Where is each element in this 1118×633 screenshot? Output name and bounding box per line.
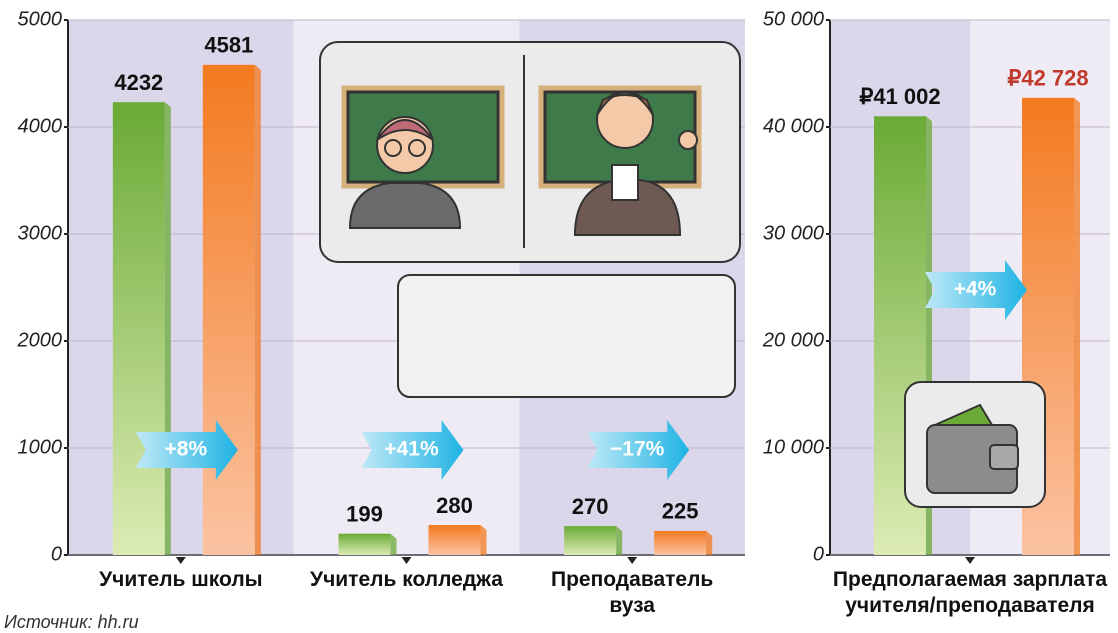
bar-side — [255, 65, 261, 555]
y-tick-label: 1000 — [18, 436, 63, 458]
change-label: +41% — [384, 438, 439, 461]
bar-side — [1074, 98, 1080, 555]
y-tick-label: 20 000 — [762, 329, 824, 351]
y-tick-label: 5000 — [18, 8, 63, 30]
source: Источник: hh.ru — [4, 612, 139, 633]
data-label: 199 — [346, 502, 383, 527]
legend-box — [398, 275, 735, 397]
bar — [339, 534, 391, 555]
data-label: 4232 — [114, 70, 163, 95]
bar — [203, 65, 255, 555]
data-label: ₽41 002 — [859, 84, 940, 109]
bar — [564, 526, 616, 555]
bar-side — [165, 102, 171, 555]
data-label: 4581 — [204, 33, 253, 58]
bar — [113, 102, 165, 555]
y-tick-label: 40 000 — [763, 115, 824, 137]
bar — [429, 525, 481, 555]
bar — [654, 531, 706, 555]
wallet-icon — [905, 382, 1045, 507]
x-tick — [965, 557, 975, 564]
x-tick-label: Предполагаемая зарплата учителя/преподав… — [820, 567, 1118, 619]
x-tick — [627, 557, 637, 564]
y-tick-label: 0 — [51, 543, 62, 565]
data-label: ₽42 728 — [1007, 66, 1088, 91]
y-tick-label: 0 — [813, 543, 824, 565]
illustration — [320, 42, 740, 262]
bar-side — [481, 525, 487, 555]
change-label: +8% — [165, 438, 208, 461]
data-label: 270 — [572, 494, 609, 519]
bar-side — [616, 526, 622, 555]
y-tick-label: 10 000 — [763, 436, 824, 458]
y-tick-label: 2000 — [17, 329, 63, 351]
y-tick-label: 50 000 — [763, 8, 824, 30]
change-label: −17% — [610, 438, 665, 461]
chart: 0 1000 2000 3000 4000 5000 4232 4581 +8% 199 280 +4… — [0, 0, 1118, 633]
page: 0 1000 2000 3000 4000 5000 4232 4581 +8% 199 280 +4… — [0, 0, 1118, 633]
change-label: +4% — [954, 278, 997, 301]
data-label: 280 — [436, 493, 473, 518]
x-tick-label: Учитель школы — [76, 567, 286, 593]
x-tick — [176, 557, 186, 564]
x-tick-label: Преподаватель вуза — [527, 567, 737, 619]
y-tick-label: 30 000 — [763, 222, 824, 244]
x-tick — [402, 557, 412, 564]
data-label: 225 — [662, 499, 699, 524]
y-tick-label: 3000 — [18, 222, 63, 244]
x-tick-label: Учитель колледжа — [302, 567, 512, 593]
y-tick-label: 4000 — [18, 115, 63, 137]
